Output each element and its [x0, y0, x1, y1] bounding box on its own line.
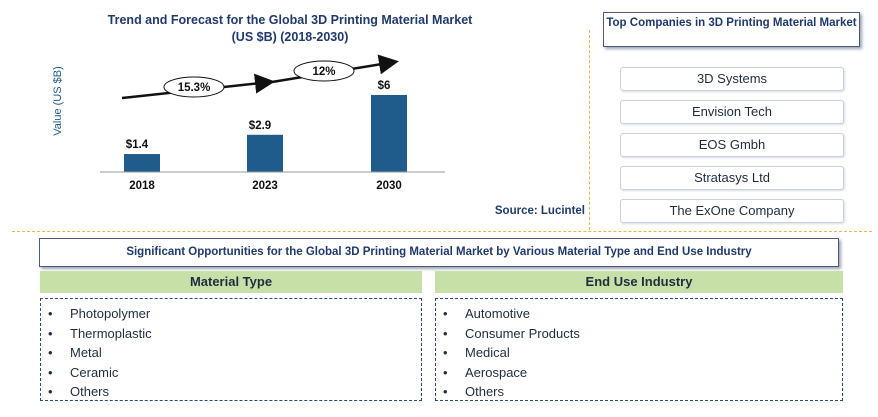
- list-item: Aerospace: [436, 363, 842, 383]
- value-label: $6: [378, 80, 391, 92]
- company-item: EOS Gmbh: [620, 133, 844, 157]
- list-item: Photopolymer: [41, 304, 421, 324]
- growth-label: 12%: [312, 66, 335, 78]
- companies-title: Top Companies in 3D Printing Material Ma…: [603, 12, 860, 47]
- growth-label: 15.3%: [178, 82, 211, 94]
- list-item: Medical: [436, 343, 842, 363]
- x-tick-label: 2030: [376, 180, 402, 192]
- bars-layer: $1.4 2018 $2.9 2023 $6 2030: [124, 80, 407, 192]
- chart-title: Trend and Forecast for the Global 3D Pri…: [90, 12, 490, 46]
- horizontal-divider: [12, 231, 872, 232]
- list-item: Thermoplastic: [41, 324, 421, 344]
- opportunities-title: Significant Opportunities for the Global…: [39, 238, 839, 267]
- list-item: Metal: [41, 343, 421, 363]
- end-use-list: Automotive Consumer Products Medical Aer…: [436, 299, 842, 402]
- x-tick-label: 2018: [129, 180, 155, 192]
- material-type-heading: Material Type: [40, 271, 422, 293]
- growth-ellipse: [293, 60, 355, 82]
- annotations-layer: 15.3% 12%: [121, 54, 399, 100]
- vertical-divider: [589, 30, 590, 230]
- chart-title-line-1: Trend and Forecast for the Global 3D Pri…: [107, 13, 473, 27]
- material-type-list: Photopolymer Thermoplastic Metal Ceramic…: [41, 299, 421, 402]
- company-item: Envision Tech: [620, 100, 844, 124]
- growth-ellipse: [163, 76, 225, 98]
- company-item: 3D Systems: [620, 67, 844, 91]
- list-item: Consumer Products: [436, 324, 842, 344]
- end-use-heading: End Use Industry: [435, 271, 843, 293]
- chart-title-line-2: (US $B) (2018-2030): [231, 30, 349, 44]
- material-type-list-box: Photopolymer Thermoplastic Metal Ceramic…: [40, 298, 422, 402]
- company-item: Stratasys Ltd: [620, 166, 844, 190]
- value-label: $1.4: [126, 139, 149, 151]
- list-item: Others: [436, 382, 842, 402]
- list-item: Automotive: [436, 304, 842, 324]
- list-item: Ceramic: [41, 363, 421, 383]
- value-label: $2.9: [249, 120, 271, 132]
- bar-2018: [124, 154, 160, 172]
- x-tick-label: 2023: [252, 180, 278, 192]
- end-use-list-box: Automotive Consumer Products Medical Aer…: [435, 298, 843, 402]
- bar-2030: [371, 95, 407, 172]
- bar-chart: $1.4 2018 $2.9 2023 $6 2030 15.3% 12%: [100, 54, 445, 192]
- source-note: Source: Lucintel: [494, 205, 585, 217]
- list-item: Others: [41, 382, 421, 402]
- company-item: The ExOne Company: [620, 199, 844, 223]
- bar-2023: [247, 134, 283, 172]
